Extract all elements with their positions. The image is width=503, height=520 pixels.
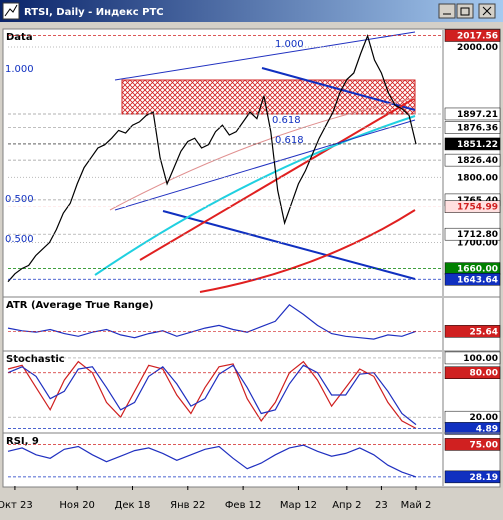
- channel-line: [114, 119, 416, 211]
- fib-label: 0.618: [275, 135, 304, 146]
- level-label: 1876.36: [457, 124, 498, 134]
- level-label: 1826.40: [457, 156, 498, 166]
- level-box: [444, 351, 501, 365]
- fib-label: 0.500: [5, 194, 34, 205]
- x-tick-label: Окт 23: [0, 500, 33, 511]
- price-line: [7, 34, 417, 283]
- level-box: [444, 121, 501, 134]
- trend-lines: [94, 31, 416, 293]
- pane-title: Data: [6, 32, 33, 43]
- level-box: [444, 438, 501, 451]
- trend-line: [139, 97, 416, 261]
- level-label: 1754.99: [457, 203, 498, 213]
- pane-title: ATR (Average True Range): [6, 300, 153, 311]
- maximize-button[interactable]: [456, 3, 474, 19]
- fib-label: 1.000: [5, 64, 34, 75]
- level-label: 100.00: [463, 354, 498, 364]
- trend-line: [261, 67, 416, 111]
- y-tick-label: 2000.00: [457, 43, 498, 53]
- level-box: [444, 137, 501, 151]
- moving-average: [199, 209, 416, 293]
- button-glyphs: [443, 6, 492, 16]
- level-label: 2017.56: [457, 32, 498, 42]
- level-label: 20.00: [470, 413, 498, 423]
- x-tick-label: Мар 12: [280, 500, 317, 511]
- window-title: RTSI, Daily - Индекс РТС: [24, 7, 164, 18]
- y-tick-label: 1800.00: [457, 173, 498, 183]
- pane-title: RSI, 9: [6, 436, 39, 447]
- level-box: [444, 325, 501, 338]
- minimize-button[interactable]: [438, 3, 456, 19]
- x-tick-label: Ноя 20: [59, 500, 95, 511]
- channel-line: [114, 31, 416, 81]
- level-box: [444, 107, 501, 121]
- level-box: [444, 422, 501, 435]
- fib-label: 0.500: [5, 234, 34, 245]
- level-box: [444, 470, 501, 484]
- y-tick-label: 1700.00: [457, 239, 498, 249]
- x-tick-label: Апр 2: [332, 500, 361, 511]
- x-tick-label: Дек 18: [115, 500, 151, 511]
- level-label: 4.89: [476, 424, 498, 434]
- level-label: 1643.64: [457, 275, 498, 285]
- level-label: 28.19: [470, 473, 498, 483]
- level-box: [444, 200, 501, 213]
- x-tick-label: Янв 22: [170, 500, 205, 511]
- level-box: [444, 366, 501, 379]
- price-line: [7, 304, 417, 340]
- app-icon: [2, 2, 20, 20]
- moving-average: [94, 115, 416, 276]
- level-box: [444, 153, 501, 167]
- level-label: 75.00: [470, 440, 498, 450]
- level-box: [444, 227, 501, 241]
- price-line: [7, 444, 417, 478]
- title-bar: [0, 0, 503, 22]
- level-label: 1851.22: [457, 140, 498, 150]
- app-icon-glyph: [4, 4, 18, 17]
- pane-title: Stochastic: [6, 354, 65, 365]
- fib-label: 1.000: [275, 39, 304, 50]
- level-label: 1712.80: [457, 230, 498, 240]
- level-label: 1660.00: [457, 265, 498, 275]
- moving-average: [109, 97, 416, 211]
- level-box: [444, 273, 501, 286]
- level-label: 1897.21: [457, 110, 498, 120]
- x-tick-label: Май 2: [401, 500, 432, 511]
- price-line: [7, 360, 417, 429]
- x-tick-label: Фев 12: [225, 500, 262, 511]
- window-buttons[interactable]: [438, 3, 496, 19]
- level-label: 25.64: [470, 327, 498, 337]
- fib-label: 0.618: [272, 115, 301, 126]
- level-label: 80.00: [470, 369, 498, 379]
- x-tick-label: 23: [375, 500, 388, 511]
- level-box: [444, 29, 501, 42]
